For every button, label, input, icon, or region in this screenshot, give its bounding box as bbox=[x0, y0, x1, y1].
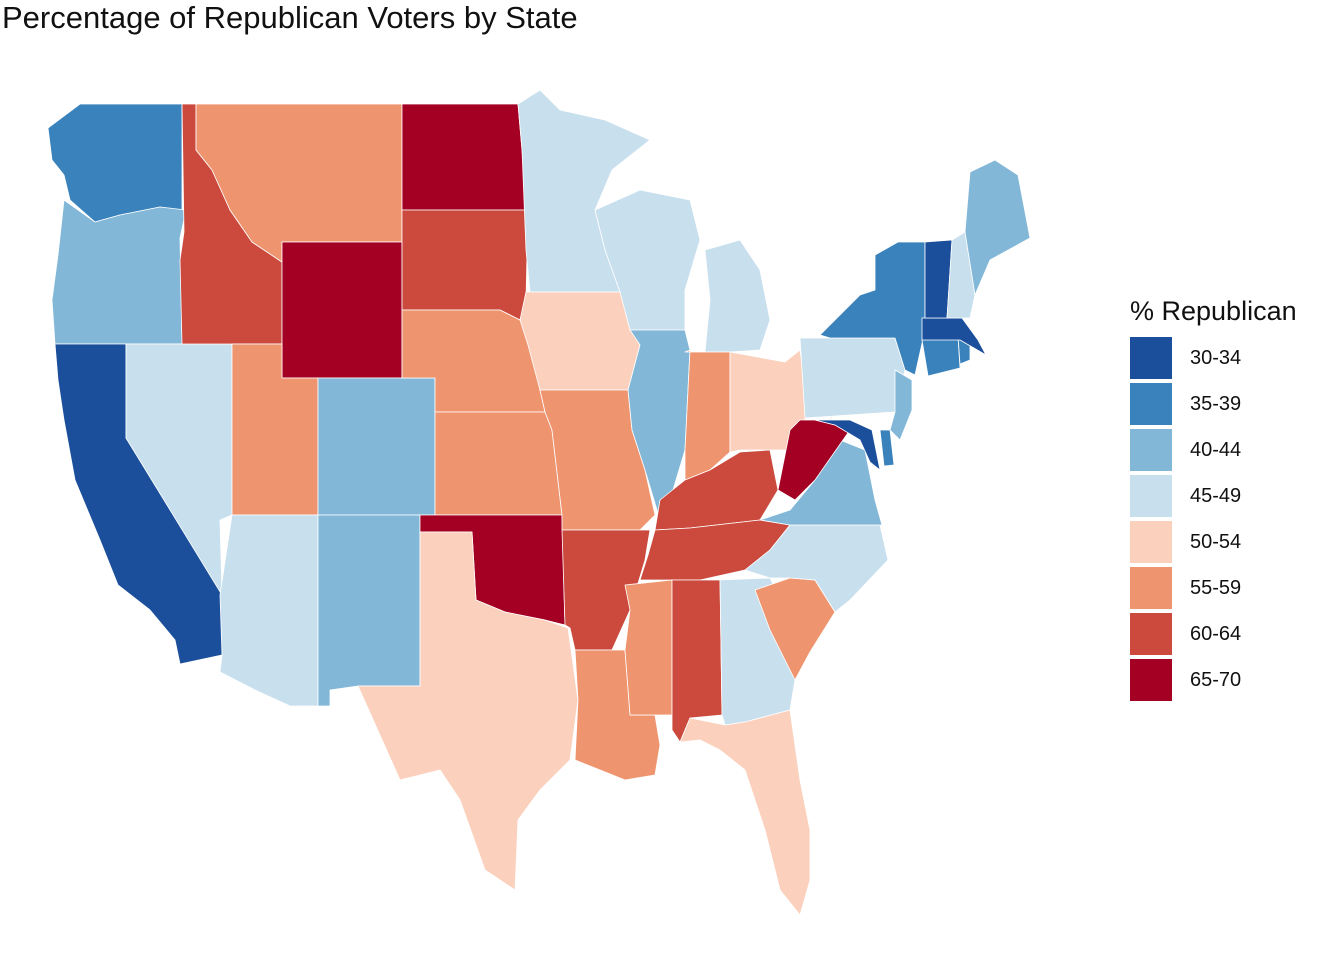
legend-swatch bbox=[1130, 521, 1172, 563]
state-new-hampshire bbox=[946, 231, 976, 319]
legend-label: 55-59 bbox=[1190, 576, 1242, 599]
legend-label: 40-44 bbox=[1190, 438, 1242, 461]
legend: % Republican 30-34 35-39 40-44 45-49 50-54 55… bbox=[1130, 296, 1297, 703]
state-south-dakota bbox=[401, 209, 529, 321]
state-alabama bbox=[671, 579, 723, 743]
state-pennsylvania bbox=[799, 337, 906, 419]
state-wisconsin bbox=[594, 189, 701, 331]
state-new-mexico bbox=[317, 514, 421, 707]
state-maine bbox=[964, 159, 1031, 296]
state-wyoming bbox=[281, 241, 403, 379]
legend-swatch bbox=[1130, 567, 1172, 609]
legend-swatch bbox=[1130, 337, 1172, 379]
state-colorado bbox=[317, 377, 436, 516]
legend-label: 60-64 bbox=[1190, 622, 1242, 645]
legend-label: 45-49 bbox=[1190, 484, 1242, 507]
legend-label: 30-34 bbox=[1190, 346, 1242, 369]
state-michigan bbox=[704, 239, 771, 353]
state-iowa bbox=[519, 291, 641, 391]
legend-title: % Republican bbox=[1130, 296, 1297, 326]
state-arizona bbox=[219, 514, 319, 707]
legend-swatch bbox=[1130, 383, 1172, 425]
legend-item: 60-64 bbox=[1130, 611, 1297, 657]
legend-item: 35-39 bbox=[1130, 381, 1297, 427]
state-north-carolina bbox=[744, 524, 889, 613]
legend-label: 65-70 bbox=[1190, 668, 1242, 691]
legend-label: 50-54 bbox=[1190, 530, 1242, 553]
legend-swatch bbox=[1130, 475, 1172, 517]
legend-swatch bbox=[1130, 429, 1172, 471]
state-north-dakota bbox=[401, 103, 529, 211]
state-delaware bbox=[879, 429, 895, 467]
legend-item: 45-49 bbox=[1130, 473, 1297, 519]
legend-item: 65-70 bbox=[1130, 657, 1297, 703]
state-new-jersey bbox=[889, 369, 913, 441]
state-florida bbox=[679, 709, 811, 916]
map-title: Percentage of Republican Voters by State bbox=[2, 0, 578, 35]
legend-item: 30-34 bbox=[1130, 335, 1297, 381]
legend-swatch bbox=[1130, 659, 1172, 701]
legend-swatch bbox=[1130, 613, 1172, 655]
legend-items: 30-34 35-39 40-44 45-49 50-54 55-59 60-64 65-70 bbox=[1130, 335, 1297, 703]
state-connecticut bbox=[921, 335, 961, 377]
legend-item: 50-54 bbox=[1130, 519, 1297, 565]
legend-label: 35-39 bbox=[1190, 392, 1242, 415]
state-indiana bbox=[684, 349, 731, 481]
legend-item: 40-44 bbox=[1130, 427, 1297, 473]
state-oregon bbox=[51, 199, 187, 345]
state-maryland bbox=[814, 419, 881, 471]
state-texas bbox=[357, 531, 579, 891]
legend-item: 55-59 bbox=[1130, 565, 1297, 611]
state-mississippi bbox=[624, 579, 673, 716]
state-kansas bbox=[434, 411, 563, 516]
